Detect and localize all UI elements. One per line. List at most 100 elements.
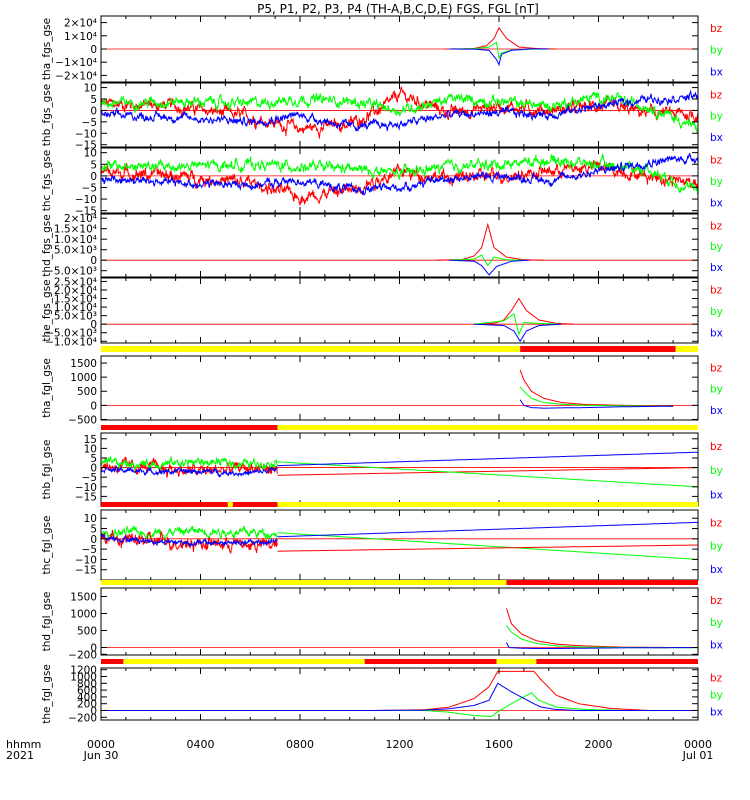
y-axis-label: thc_fgs_gse xyxy=(41,150,53,211)
y-tick-label: 1000 xyxy=(70,372,97,384)
series-bz xyxy=(277,467,698,476)
y-tick-label: 1.0×10⁴ xyxy=(54,302,97,314)
y-tick-label: −15 xyxy=(75,491,97,503)
series-by xyxy=(101,456,278,472)
series-by xyxy=(449,254,524,267)
legend-by: by xyxy=(710,617,723,629)
mode-bar-segment xyxy=(123,659,365,664)
series-bz xyxy=(277,544,698,552)
series-bx xyxy=(277,451,698,467)
x-tick-sublabel: Jun 30 xyxy=(83,749,119,762)
series-by xyxy=(101,692,698,718)
y-tick-label: −1.0×10⁴ xyxy=(45,336,97,348)
x-tick-label: 2000 xyxy=(585,738,613,751)
y-tick-label: −5.0×10³ xyxy=(45,328,97,340)
legend-by: by xyxy=(710,541,723,553)
series-by xyxy=(449,41,549,60)
legend-bx: bx xyxy=(710,489,723,501)
series-by xyxy=(101,91,698,133)
panel-frame xyxy=(100,147,699,214)
legend-by: by xyxy=(710,176,723,188)
y-tick-label: 5.0×10³ xyxy=(54,311,97,323)
series-bz xyxy=(506,608,698,648)
series-bz xyxy=(101,456,278,479)
series-bz xyxy=(444,26,557,50)
series-layer xyxy=(436,222,544,276)
y-tick-label: 5 xyxy=(90,524,97,536)
series-layer xyxy=(101,670,698,718)
legend-bz: bz xyxy=(710,518,723,530)
mode-bar-segment xyxy=(101,346,521,352)
series-layer xyxy=(444,26,557,67)
x-tick-sublabel: Jul 01 xyxy=(682,749,714,762)
panel-tha_fgl_gse: 1500 1000 500 0 −500 tha_fgl_gse bz by bx xyxy=(41,346,723,426)
series-bx xyxy=(101,465,278,478)
y-tick-label: 500 xyxy=(77,386,97,398)
legend-by: by xyxy=(710,384,723,396)
y-tick-label: 2×10⁴ xyxy=(64,213,97,225)
series-bx xyxy=(449,48,549,67)
legend: bz by bx xyxy=(710,285,723,340)
x-tick-label: 1600 xyxy=(485,738,513,751)
y-tick-label: 200 xyxy=(77,699,97,711)
y-tick-label: 1200 xyxy=(70,665,97,677)
mode-bar-segment xyxy=(227,502,233,507)
y-tick-label: 1.0×10⁴ xyxy=(54,234,97,246)
x-tick-label: 0800 xyxy=(286,738,314,751)
y-axis-label: thc_fgl_gse xyxy=(41,516,53,575)
legend-by: by xyxy=(710,465,723,477)
series-by xyxy=(101,524,278,541)
mode-bar-segment xyxy=(277,502,698,507)
x-axis-row-label-hhmm: hhmm xyxy=(6,738,41,751)
y-axis-label: thd_fgs_gse xyxy=(41,214,53,276)
legend: bz by bx xyxy=(710,595,723,651)
series-layer xyxy=(506,608,698,649)
legend: bz by bx xyxy=(710,518,723,576)
legend-bx: bx xyxy=(710,707,723,719)
y-tick-label: 1500 xyxy=(70,592,97,604)
legend: bz by bx xyxy=(710,220,723,274)
y-tick-label: 600 xyxy=(77,685,97,697)
mode-bar-segment xyxy=(520,346,676,352)
y-tick-label: −5 xyxy=(82,117,97,129)
legend-bx: bx xyxy=(710,405,723,417)
y-tick-label: 1×10⁴ xyxy=(64,31,97,43)
legend-bx: bx xyxy=(710,639,723,651)
panel-frame xyxy=(100,213,699,278)
y-tick-label: 10 xyxy=(84,513,97,525)
y-tick-label: 0 xyxy=(90,44,97,56)
mode-bar-segment xyxy=(101,580,507,585)
y-tick-label: 1000 xyxy=(70,671,97,683)
y-tick-label: 0 xyxy=(90,319,97,331)
legend-bz: bz xyxy=(710,672,723,684)
legend: bz by bx xyxy=(710,23,723,79)
panel-thd_fgs_gse: 2×10⁴1.5×10⁴1.0×10⁴5.0×10³0−5.0×10³thd_f… xyxy=(41,213,723,278)
y-tick-label: −15 xyxy=(75,140,97,152)
mode-bar-segment xyxy=(675,346,698,352)
series-layer xyxy=(474,297,574,343)
x-tick-label: 0400 xyxy=(187,738,215,751)
y-tick-label: 10 xyxy=(84,443,97,455)
y-tick-label: 0 xyxy=(90,463,97,475)
mode-bar-segment xyxy=(364,659,497,664)
legend: bz by bx xyxy=(710,155,723,210)
legend-bz: bz xyxy=(710,285,723,297)
y-tick-label: −10 xyxy=(75,554,97,566)
y-axis-label: thb_fgs_gse xyxy=(41,84,53,146)
y-tick-label: 500 xyxy=(77,626,97,638)
series-bz xyxy=(474,297,574,325)
legend: bz by bx xyxy=(710,363,723,417)
y-tick-label: 1.5×10⁴ xyxy=(54,294,97,306)
legend: bz by bx xyxy=(710,441,723,501)
y-tick-label: 5.0×10³ xyxy=(54,245,97,257)
panel-frame xyxy=(100,277,699,344)
legend-bz: bz xyxy=(710,363,723,375)
series-bx xyxy=(449,259,529,276)
panel-frame xyxy=(100,355,699,421)
y-tick-label: −15 xyxy=(75,206,97,218)
y-tick-label: 0 xyxy=(90,400,97,412)
